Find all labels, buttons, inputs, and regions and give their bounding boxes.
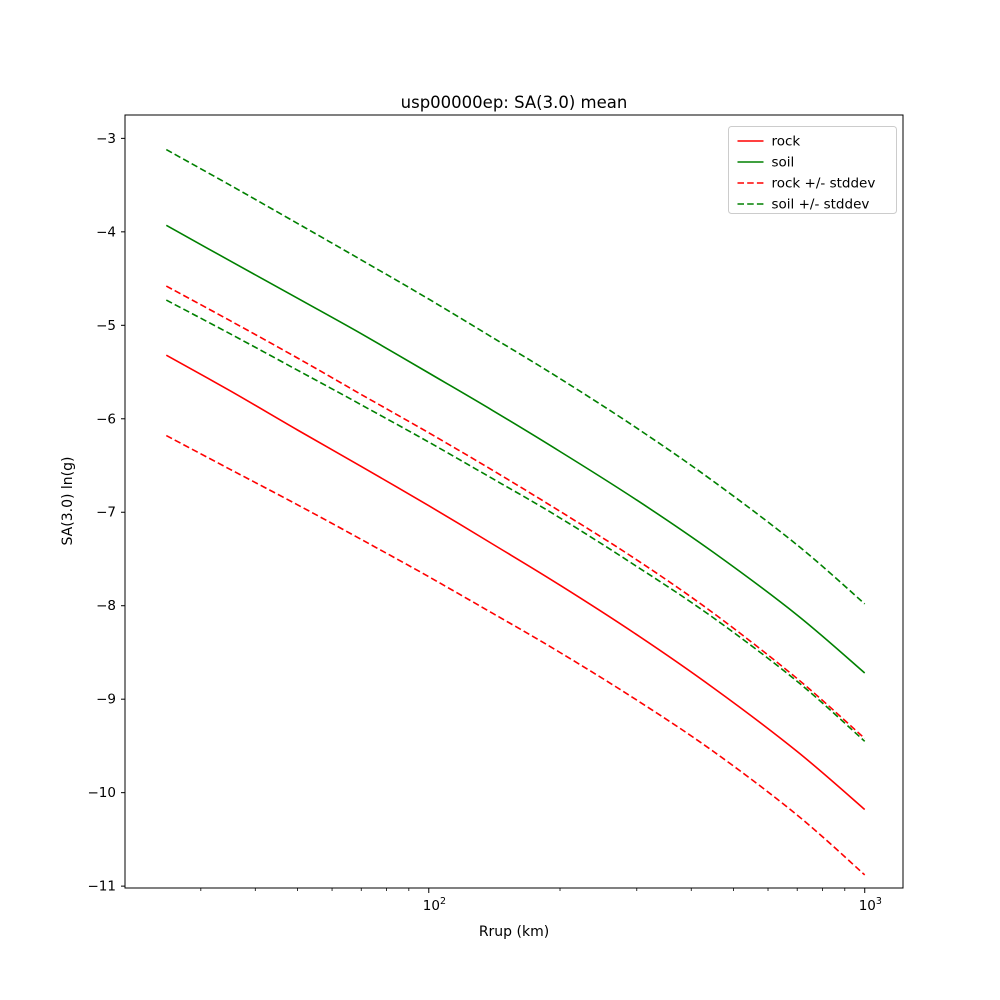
chart-title: usp00000ep: SA(3.0) mean bbox=[401, 93, 628, 112]
x-tick-label: 102 bbox=[423, 896, 446, 914]
y-tick-label: −10 bbox=[88, 785, 117, 801]
y-tick-label: −7 bbox=[96, 505, 116, 521]
series-lines bbox=[165, 148, 866, 876]
series-line-rock-stddev bbox=[165, 434, 866, 876]
y-tick-label: −5 bbox=[96, 318, 116, 334]
x-axis-label: Rrup (km) bbox=[479, 924, 549, 940]
legend-item-label: soil bbox=[772, 155, 795, 171]
series-line-soil bbox=[165, 224, 866, 674]
y-axis-label: SA(3.0) ln(g) bbox=[60, 457, 76, 546]
y-tick-label: −8 bbox=[96, 598, 116, 614]
y-tick-label: −6 bbox=[96, 411, 116, 427]
series-line-rock-stddev bbox=[165, 285, 866, 739]
series-line-soil-stddev bbox=[165, 299, 866, 742]
legend-item-label: rock bbox=[772, 134, 801, 150]
legend: rock soil rock +/- stddev soil +/- stddev bbox=[728, 126, 897, 214]
legend-item-label: soil +/- stddev bbox=[772, 197, 870, 213]
legend-frame bbox=[728, 126, 897, 214]
y-tick-label: −9 bbox=[96, 692, 116, 708]
axis-ticks: −3 −4 −5 −6 −7 −8 −9 −10 −11 102 103 bbox=[88, 131, 882, 914]
x-tick-label: 103 bbox=[859, 896, 882, 914]
y-tick-label: −4 bbox=[96, 224, 116, 240]
y-tick-label: −3 bbox=[96, 131, 116, 147]
y-tick-label: −11 bbox=[88, 879, 117, 895]
legend-item-label: rock +/- stddev bbox=[772, 176, 876, 192]
series-line-soil-stddev bbox=[165, 148, 866, 605]
series-line-rock bbox=[165, 354, 866, 811]
plot-area-frame bbox=[124, 114, 904, 889]
